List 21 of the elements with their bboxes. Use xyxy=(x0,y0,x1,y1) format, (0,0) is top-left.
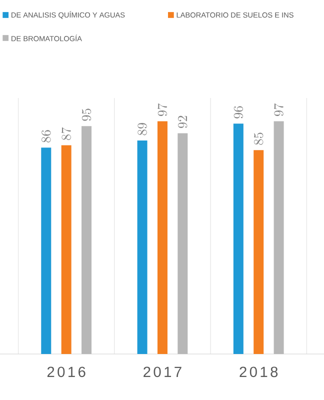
data-label: 97 xyxy=(274,103,284,116)
x-tick-label: 2018 xyxy=(240,366,278,378)
bar xyxy=(82,126,92,354)
bar xyxy=(178,133,188,354)
data-label: 89 xyxy=(138,122,147,136)
x-tick-label: 2016 xyxy=(47,366,86,378)
data-label: 95 xyxy=(82,108,92,121)
data-label: 86 xyxy=(42,130,51,142)
bar xyxy=(254,150,264,354)
bar xyxy=(274,121,284,354)
bar xyxy=(137,140,148,354)
bar xyxy=(233,124,244,354)
data-label: 96 xyxy=(234,106,244,118)
data-label: 87 xyxy=(62,127,71,140)
bar xyxy=(157,121,168,354)
data-label: 85 xyxy=(254,132,264,145)
bar xyxy=(41,148,52,354)
data-label: 92 xyxy=(178,116,188,128)
data-label: 97 xyxy=(158,103,168,116)
bar xyxy=(61,145,72,354)
x-tick-label: 2017 xyxy=(144,366,182,378)
